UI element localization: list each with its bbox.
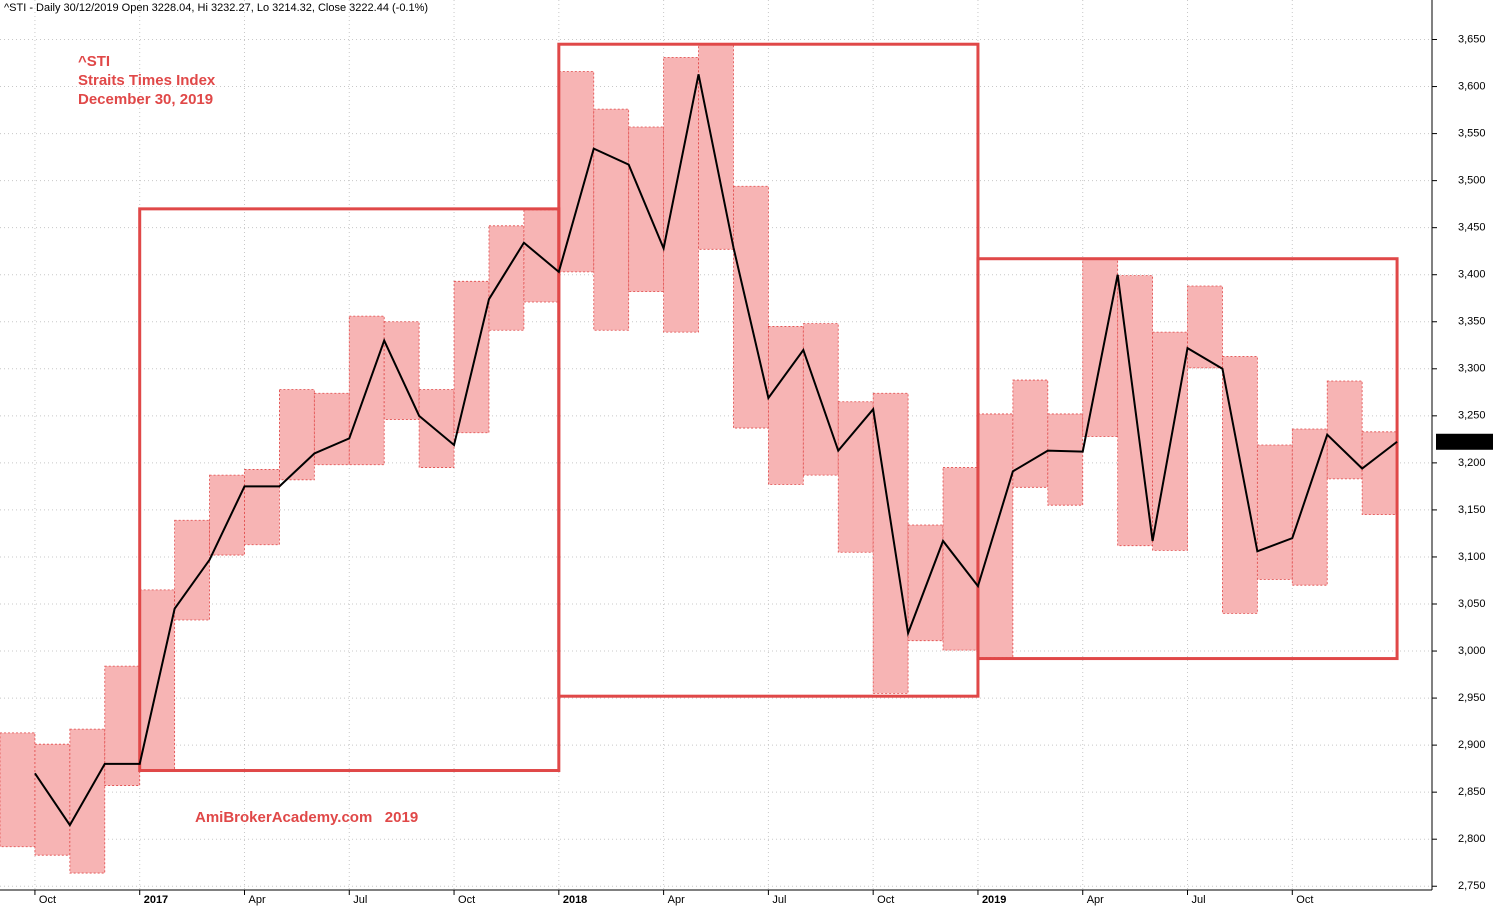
month-range bbox=[767, 326, 804, 485]
close-line bbox=[34, 74, 1398, 827]
y-tick-label: 3,150 bbox=[1458, 504, 1486, 516]
x-tick-label: 2017 bbox=[144, 894, 168, 906]
month-range bbox=[418, 389, 455, 468]
y-tick-label: 3,000 bbox=[1458, 645, 1486, 657]
month-range bbox=[558, 71, 595, 273]
y-tick-label: 3,300 bbox=[1458, 363, 1486, 375]
y-tick-label: 2,950 bbox=[1458, 692, 1486, 704]
month-range bbox=[1222, 356, 1258, 614]
month-range bbox=[453, 280, 490, 434]
y-tick-label: 3,350 bbox=[1458, 316, 1486, 328]
y-tick-label: 2,800 bbox=[1458, 833, 1486, 845]
y-tick-label: 3,600 bbox=[1458, 80, 1486, 92]
month-range bbox=[244, 469, 280, 546]
y-tick-label: 2,750 bbox=[1458, 880, 1486, 892]
annotation: ^STI bbox=[78, 53, 110, 70]
x-tick-label: Oct bbox=[458, 894, 475, 906]
month-range bbox=[628, 126, 665, 293]
month-range bbox=[69, 728, 106, 874]
month-range bbox=[1361, 431, 1398, 516]
y-tick-label: 3,100 bbox=[1458, 551, 1486, 563]
y-tick-label: 2,850 bbox=[1458, 786, 1486, 798]
period-range bbox=[976, 257, 1399, 661]
y-tick-label: 3,550 bbox=[1458, 128, 1486, 140]
month-range bbox=[313, 392, 350, 466]
month-range bbox=[1187, 285, 1223, 369]
x-tick-label: 2019 bbox=[982, 894, 1006, 906]
x-tick-label: Jul bbox=[1192, 894, 1206, 906]
month-range bbox=[593, 108, 630, 331]
y-tick-label: 2,900 bbox=[1458, 739, 1486, 751]
month-range bbox=[1082, 259, 1119, 437]
x-tick-label: Jul bbox=[772, 894, 786, 906]
last-price-box bbox=[1436, 433, 1493, 450]
y-tick-label: 3,500 bbox=[1458, 175, 1486, 187]
x-tick-label: Oct bbox=[1296, 894, 1313, 906]
x-tick-label: Jul bbox=[353, 894, 367, 906]
x-tick-label: Oct bbox=[39, 894, 56, 906]
month-range bbox=[0, 732, 36, 848]
y-tick-label: 3,250 bbox=[1458, 410, 1486, 422]
month-range bbox=[279, 389, 315, 481]
y-tick-label: 3,050 bbox=[1458, 598, 1486, 610]
month-range bbox=[1291, 428, 1328, 586]
month-range bbox=[733, 185, 769, 429]
annotation: December 30, 2019 bbox=[78, 91, 213, 108]
month-range bbox=[837, 401, 874, 553]
month-range bbox=[1012, 379, 1049, 488]
x-tick-label: Apr bbox=[1087, 894, 1104, 906]
y-tick-label: 3,200 bbox=[1458, 457, 1486, 469]
y-tick-label: 3,450 bbox=[1458, 222, 1486, 234]
x-tick-label: Oct bbox=[877, 894, 894, 906]
chart-title: ^STI - Daily 30/12/2019 Open 3228.04, Hi… bbox=[4, 2, 428, 14]
month-range bbox=[977, 413, 1014, 659]
month-range bbox=[942, 467, 979, 651]
annotation: Straits Times Index bbox=[78, 72, 216, 89]
x-tick-label: Apr bbox=[248, 894, 265, 906]
month-range bbox=[174, 519, 210, 621]
x-tick-label: Apr bbox=[668, 894, 685, 906]
month-range bbox=[104, 665, 141, 786]
annotation: AmiBrokerAcademy.com 2019 bbox=[195, 809, 418, 826]
y-tick-label: 3,400 bbox=[1458, 269, 1486, 281]
month-range bbox=[209, 474, 245, 556]
month-range bbox=[907, 524, 944, 642]
month-range bbox=[1047, 413, 1084, 506]
month-range bbox=[1256, 444, 1293, 580]
y-tick-label: 3,650 bbox=[1458, 33, 1486, 45]
month-range bbox=[488, 225, 525, 331]
x-tick-label: 2018 bbox=[563, 894, 587, 906]
last-price-label: 3,222.44 bbox=[1440, 436, 1483, 448]
month-range bbox=[523, 209, 560, 303]
